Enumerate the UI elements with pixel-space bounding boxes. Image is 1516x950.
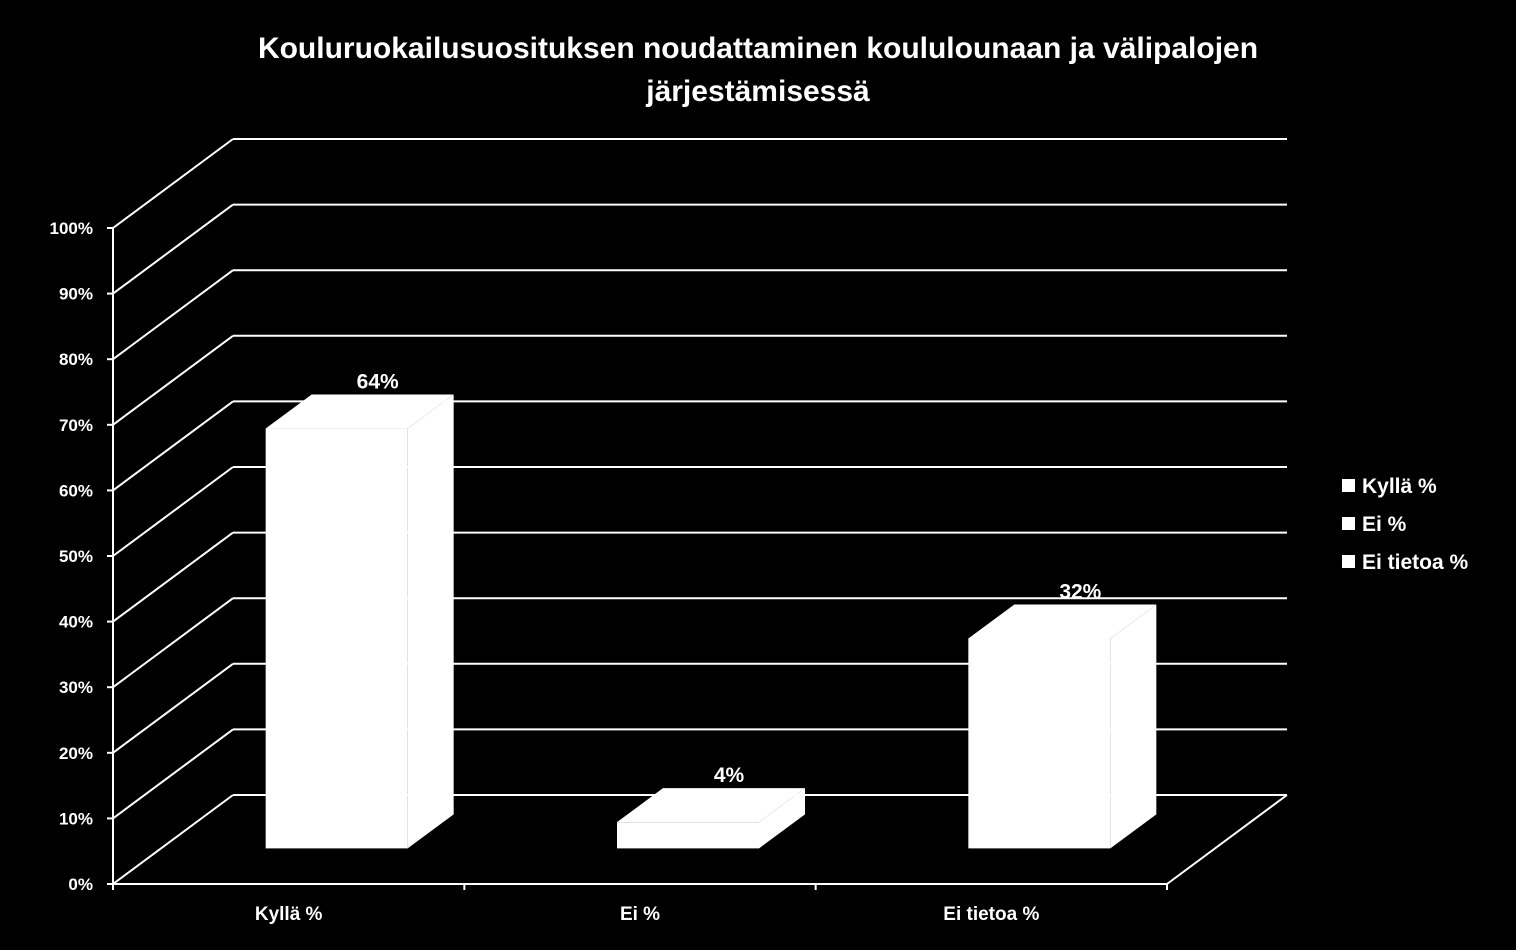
gridline-side — [112, 597, 234, 689]
bar — [617, 788, 805, 849]
legend-entry: Ei % — [1362, 513, 1407, 536]
bar-front — [968, 638, 1111, 849]
y-tick-label: 0% — [68, 875, 93, 894]
y-tick-label: 10% — [59, 809, 93, 828]
chart-labels: 64% 4% 32% — [357, 371, 1102, 788]
bar — [968, 604, 1157, 849]
legend-entry: Ei tietoa % — [1362, 551, 1469, 574]
y-tick-label: 60% — [59, 481, 93, 500]
bar-side — [407, 394, 454, 849]
bar-front — [265, 428, 408, 849]
x-category-label: Ei tietoa % — [943, 904, 1039, 925]
y-tick-label: 40% — [59, 613, 93, 632]
y-tick-label: 30% — [59, 678, 93, 697]
bar-top — [968, 604, 1157, 639]
y-tick-label: 70% — [59, 416, 93, 435]
gridline-side — [112, 203, 234, 295]
chart-legend: Kyllä % Ei % Ei tietoa % — [1342, 475, 1469, 574]
gridline-side — [112, 531, 234, 623]
bar-side — [759, 788, 805, 849]
gridline-side — [112, 728, 234, 820]
x-category-label: Kyllä % — [255, 904, 323, 925]
x-category-label: Ei % — [620, 904, 660, 925]
y-tick-label: 80% — [59, 350, 93, 369]
legend-swatch — [1342, 517, 1355, 530]
bar-top — [265, 394, 454, 429]
legend-entry: Kyllä % — [1362, 475, 1437, 498]
bar-top — [617, 788, 805, 823]
gridline-side — [112, 400, 234, 492]
gridline-side — [112, 138, 234, 229]
chart-bars — [265, 394, 1157, 849]
gridline-side — [112, 662, 234, 754]
gridline-side — [112, 466, 234, 557]
chart-title-line-1: Kouluruokailusuosituksen noudattaminen k… — [258, 32, 1258, 65]
bar-side — [1110, 604, 1157, 849]
bar — [265, 394, 454, 849]
y-tick-label: 100% — [50, 219, 93, 238]
legend-swatch — [1342, 555, 1355, 568]
floor-left-edge — [112, 794, 234, 885]
y-tick-label: 50% — [59, 547, 93, 566]
data-label: 32% — [1059, 580, 1101, 603]
bar-front — [617, 822, 759, 849]
data-label: 64% — [357, 371, 399, 394]
legend-swatch — [1342, 479, 1355, 492]
y-tick-label: 20% — [59, 744, 93, 763]
floor-right-edge — [1166, 794, 1288, 885]
gridline-side — [112, 269, 234, 361]
data-label: 4% — [714, 764, 745, 787]
chart-title-line-2: järjestämisessä — [645, 75, 870, 108]
gridline-side — [112, 334, 234, 426]
y-tick-label: 90% — [59, 285, 93, 304]
